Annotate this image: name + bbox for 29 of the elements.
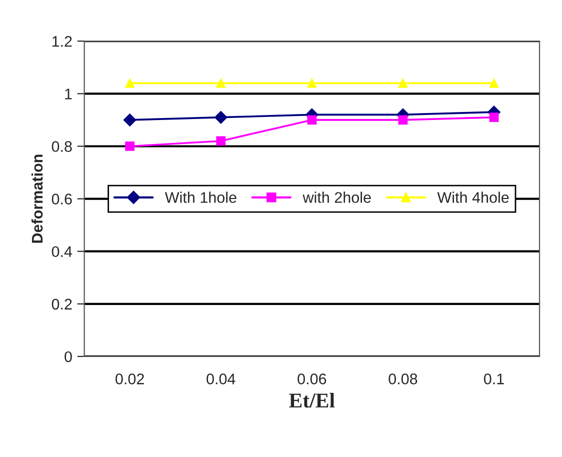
y-tick-label: 0.8	[52, 141, 72, 152]
point	[214, 110, 228, 124]
y-tick-label: 1.2	[52, 36, 72, 47]
legend-label: With 4hole	[437, 192, 509, 203]
y-tick-label: 0.6	[52, 194, 72, 204]
y-axis-title: Deformation	[31, 154, 43, 243]
x-tick-label: 0.06	[298, 374, 326, 384]
y-tick-label: 0	[64, 351, 72, 362]
point	[489, 78, 499, 88]
point	[125, 142, 135, 151]
x-axis-title: Et/El	[289, 392, 335, 408]
point	[216, 136, 226, 146]
point	[125, 78, 135, 88]
x-tick-label: 0.02	[116, 374, 144, 384]
x-tick-label: 0.08	[388, 374, 418, 384]
point	[307, 115, 317, 125]
y-tick-label: 1	[65, 88, 72, 100]
x-tick-label: 0.1	[484, 374, 504, 384]
legend-label: with 2hole	[302, 192, 371, 203]
point	[216, 78, 226, 88]
point	[307, 78, 317, 88]
point	[123, 114, 136, 126]
point	[489, 112, 499, 122]
y-tick-label: 0.2	[52, 298, 72, 310]
point	[398, 78, 408, 88]
y-tick-label: 0.4	[52, 246, 72, 258]
x-tick-label: 0.04	[206, 374, 236, 384]
point	[398, 115, 408, 125]
legend-label: With 1hole	[164, 192, 236, 203]
